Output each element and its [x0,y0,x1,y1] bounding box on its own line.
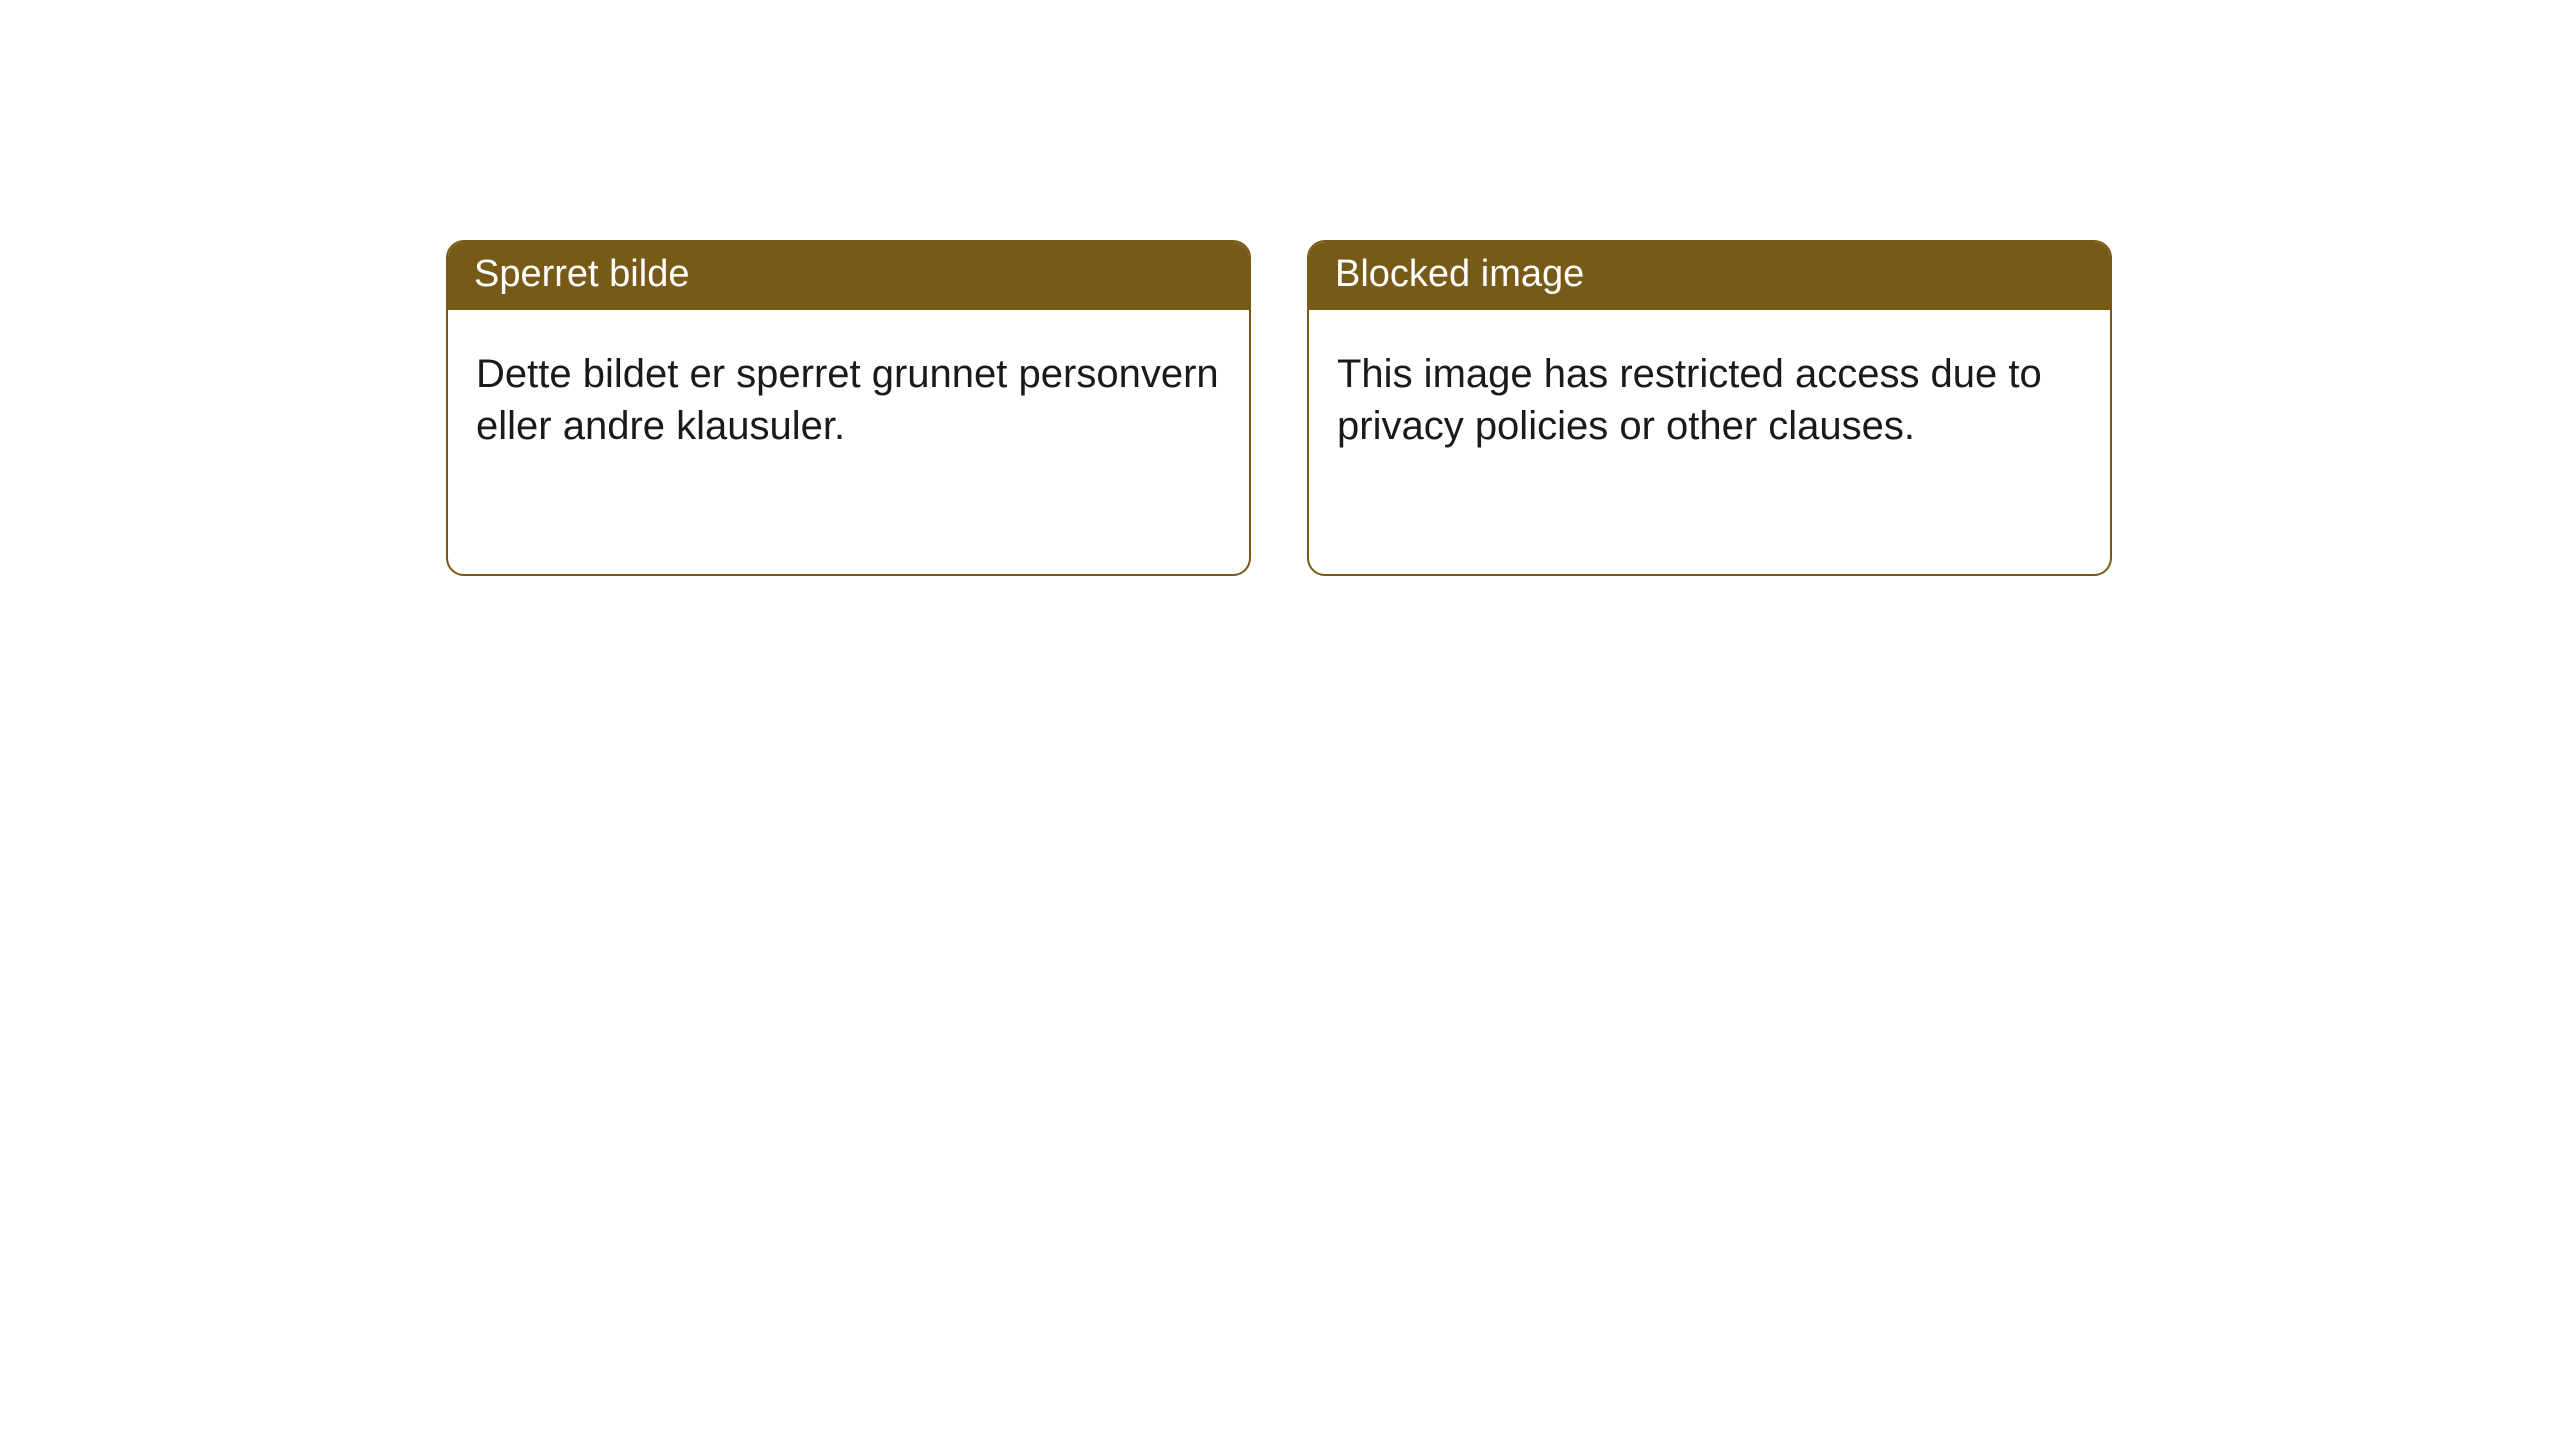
card-title: Sperret bilde [448,242,1249,310]
card-title: Blocked image [1309,242,2110,310]
blocked-image-card-english: Blocked image This image has restricted … [1307,240,2112,576]
card-body: This image has restricted access due to … [1309,310,2110,490]
blocked-image-card-norwegian: Sperret bilde Dette bildet er sperret gr… [446,240,1251,576]
notice-container: Sperret bilde Dette bildet er sperret gr… [0,0,2560,576]
card-body: Dette bildet er sperret grunnet personve… [448,310,1249,490]
